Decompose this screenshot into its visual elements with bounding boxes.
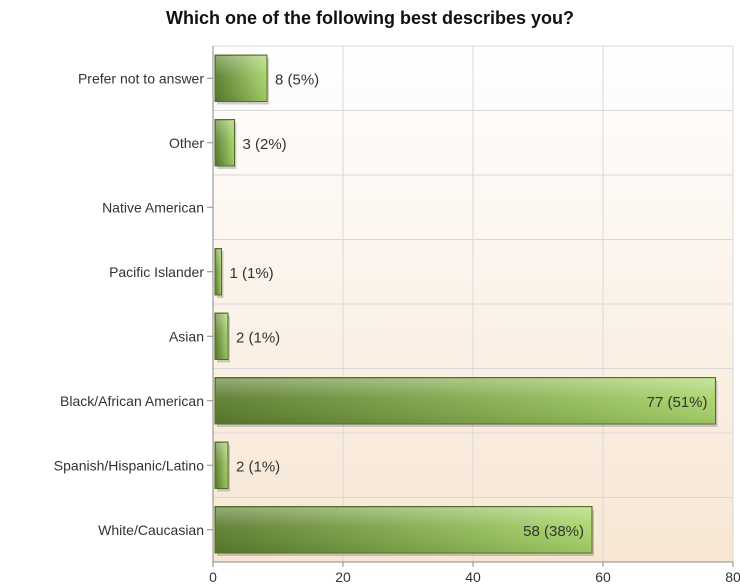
data-label: 2 (1%) [236, 458, 280, 475]
data-label: 58 (38%) [523, 523, 584, 540]
bar-highlight [216, 443, 227, 488]
data-label: 1 (1%) [230, 265, 274, 282]
category-label: White/Caucasian [98, 522, 204, 538]
x-tick-label: 60 [595, 569, 611, 585]
bar-highlight [216, 378, 715, 423]
category-label: Other [169, 135, 204, 151]
bar-highlight [216, 507, 591, 552]
category-label: Asian [169, 328, 204, 344]
category-label: Black/African American [60, 393, 204, 409]
x-tick-label: 40 [465, 569, 481, 585]
bar-highlight [216, 56, 266, 101]
category-label: Prefer not to answer [78, 70, 204, 86]
x-tick-label: 20 [335, 569, 351, 585]
x-tick-label: 0 [209, 569, 217, 585]
chart-title: Which one of the following best describe… [165, 8, 575, 28]
bar-highlight [216, 314, 227, 359]
bar-highlight [216, 249, 221, 294]
data-label: 8 (5%) [275, 71, 319, 88]
category-label: Native American [102, 199, 204, 215]
category-label: Spanish/Hispanic/Latino [54, 457, 204, 473]
x-tick-label: 80 [725, 569, 740, 585]
data-label: 3 (2%) [243, 136, 287, 153]
bar-highlight [216, 120, 234, 165]
category-label: Pacific Islander [109, 264, 204, 280]
data-label: 2 (1%) [236, 329, 280, 346]
data-label: 77 (51%) [647, 394, 708, 411]
